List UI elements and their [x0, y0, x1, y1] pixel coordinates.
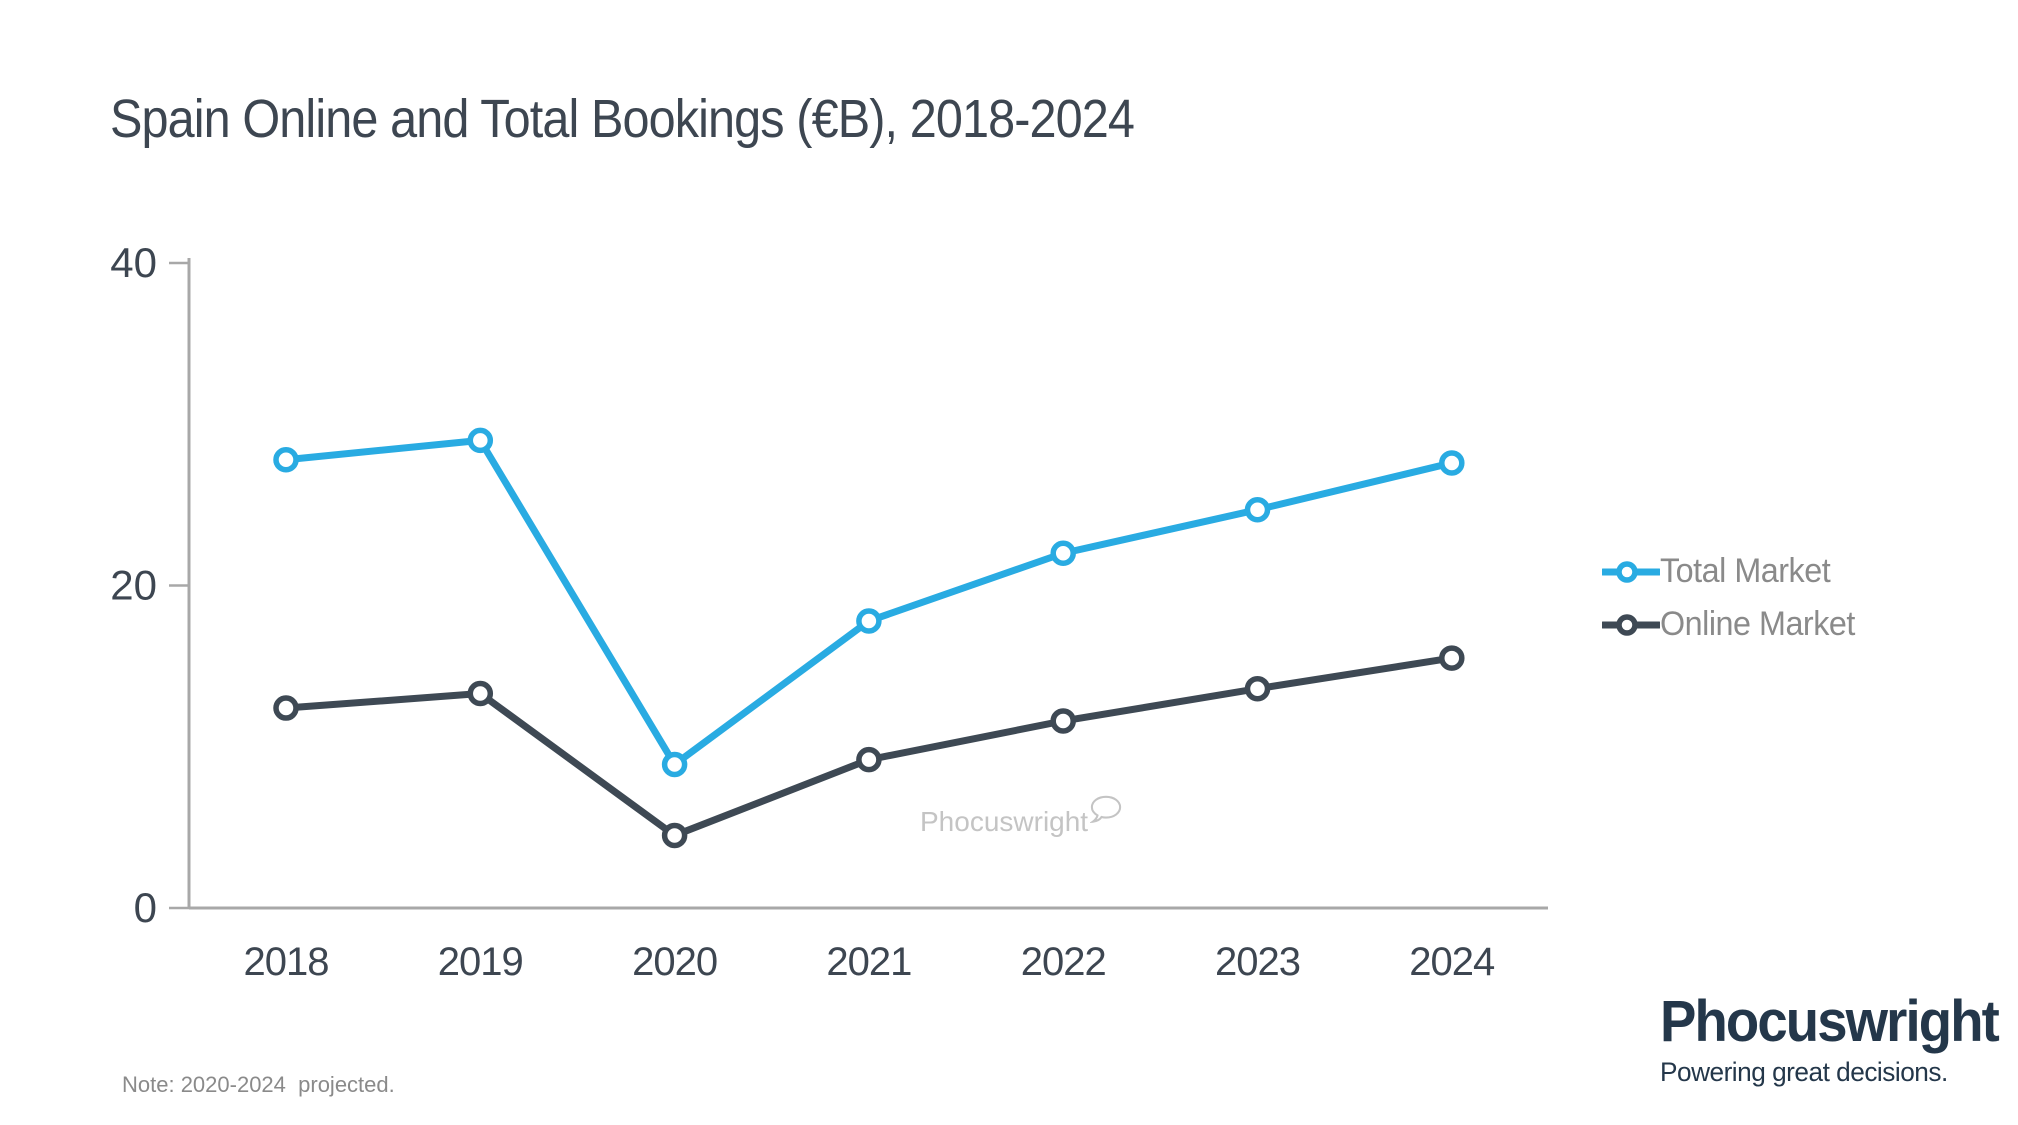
legend-item-total-market: Total Market	[1602, 552, 1865, 591]
logo-tagline: Powering great decisions.	[1660, 1057, 1948, 1087]
watermark-text: Phocuswright	[920, 806, 1089, 837]
footnote-note: Note: 2020-2024 projected.	[122, 1072, 395, 1097]
series-line	[282, 654, 1456, 839]
x-tick-label: 2023	[1215, 940, 1300, 984]
logo-wordmark: Phocuswright	[1660, 989, 2000, 1054]
legend-marker-total-icon	[1602, 560, 1660, 583]
chart-legend: Total Market Online Market	[1602, 552, 1865, 644]
series-line	[282, 436, 1456, 768]
phocuswright-bubble-icon	[1090, 795, 1122, 824]
data-point	[467, 680, 494, 707]
data-point	[1439, 645, 1465, 671]
legend-marker-online-icon	[1602, 613, 1660, 636]
legend-label-online-market: Online Market	[1660, 605, 1855, 643]
x-tick-label: 2018	[244, 940, 329, 984]
phocuswright-logo: Phocuswright Powering great decisions.	[1660, 988, 2000, 1088]
x-tick-label: 2020	[632, 940, 717, 984]
data-point	[1244, 675, 1271, 702]
y-tick-label: 40	[110, 239, 157, 286]
data-point	[661, 751, 688, 778]
y-tick-label: 20	[110, 562, 157, 609]
data-point	[856, 746, 882, 773]
x-tick-label: 2021	[826, 940, 911, 984]
data-point	[273, 446, 299, 473]
x-tick-label: 2022	[1021, 940, 1106, 984]
data-point	[1439, 450, 1465, 476]
footnotes: Note: 2020-2024 projected. Source: Spain…	[122, 1000, 589, 1125]
y-tick-label: 0	[134, 884, 157, 931]
chart-title: Spain Online and Total Bookings (€B), 20…	[110, 89, 1135, 149]
legend-label-total-market: Total Market	[1660, 552, 1831, 590]
x-tick-label: 2019	[438, 940, 523, 984]
data-point	[467, 427, 494, 454]
data-point	[273, 695, 299, 721]
data-point	[1050, 540, 1076, 566]
data-point	[1050, 708, 1076, 734]
data-point	[1244, 496, 1271, 523]
data-point	[856, 608, 882, 634]
data-point	[661, 822, 688, 849]
watermark: Phocuswright	[920, 795, 1122, 838]
legend-item-online-market: Online Market	[1602, 605, 1865, 644]
x-tick-label: 2024	[1409, 940, 1495, 984]
